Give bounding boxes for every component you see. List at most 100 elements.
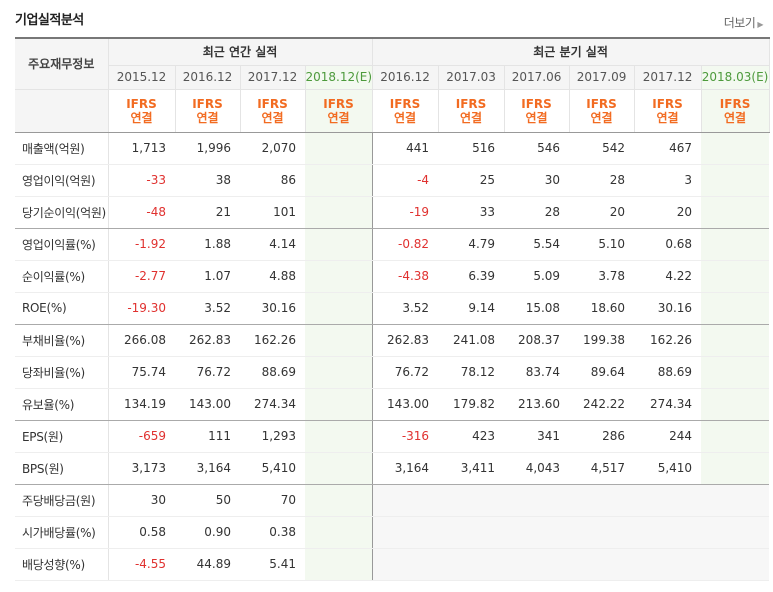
quarterly-value-cell: 423 (438, 420, 505, 453)
financial-summary-table: 주요재무정보 최근 연간 실적 최근 분기 실적 2015.12 2016.12 2… (15, 37, 770, 581)
row-label: 배당성향(%) (15, 548, 109, 581)
quarterly-period-header: 2016.12 (371, 65, 439, 90)
annual-value-cell: 21 (175, 196, 240, 229)
annual-value-cell (305, 164, 373, 197)
quarterly-value-cell: 83.74 (504, 356, 570, 389)
quarterly-value-cell (438, 548, 505, 581)
basis-consolidated-label: 연결 (590, 110, 613, 125)
annual-value-cell: 3,164 (175, 452, 240, 485)
annual-value-cell (305, 132, 373, 165)
more-link[interactable]: 더보기 ▶ (724, 14, 764, 31)
quarterly-period-header: 2017.06 (504, 65, 570, 90)
basis-header: IFRS 연결 (634, 89, 702, 133)
quarterly-value-cell (701, 548, 770, 581)
quarterly-value-cell: -0.82 (371, 228, 439, 261)
quarterly-group-header: 최근 분기 실적 (371, 38, 770, 66)
basis-header: IFRS 연결 (305, 89, 373, 133)
quarterly-value-cell: 25 (438, 164, 505, 197)
annual-value-cell: 5.41 (240, 548, 305, 581)
quarterly-value-cell (701, 196, 770, 229)
row-label: BPS(원) (15, 452, 109, 485)
annual-value-cell: 0.90 (175, 516, 240, 549)
annual-value-cell: 4.88 (240, 260, 305, 293)
quarterly-value-cell (371, 516, 439, 549)
quarterly-value-cell (569, 548, 635, 581)
table-row: 부채비율(%) 266.08 262.83 162.26 262.83 241.08 208… (15, 324, 770, 357)
row-label: 유보율(%) (15, 388, 109, 421)
quarterly-value-cell (701, 324, 770, 357)
annual-value-cell: 1,713 (108, 132, 175, 165)
quarterly-value-cell: 244 (634, 420, 702, 453)
table-row: EPS(원) -659 111 1,293 -316 423 341 286 244 (15, 420, 770, 453)
basis-header: IFRS 연결 (108, 89, 176, 133)
quarterly-value-cell (569, 484, 635, 517)
annual-value-cell: 70 (240, 484, 305, 517)
quarterly-value-cell: 9.14 (438, 292, 505, 325)
quarterly-value-cell: 274.34 (634, 388, 702, 421)
annual-group-header: 최근 연간 실적 (108, 38, 373, 66)
annual-value-cell: 44.89 (175, 548, 240, 581)
annual-period-header: 2017.12 (240, 65, 306, 90)
annual-value-cell: 75.74 (108, 356, 175, 389)
basis-consolidated-label: 연결 (525, 110, 548, 125)
quarterly-period-header: 2018.03(E) (701, 65, 770, 90)
annual-value-cell: 76.72 (175, 356, 240, 389)
quarterly-value-cell: -4 (371, 164, 439, 197)
basis-consolidated-label: 연결 (196, 110, 219, 125)
annual-value-cell (305, 516, 373, 549)
basis-ifrs-label: IFRS (257, 96, 288, 111)
row-label: 주당배당금(원) (15, 484, 109, 517)
table-row: 당기순이익(억원) -48 21 101 -19 33 28 20 20 (15, 196, 770, 229)
quarterly-value-cell: 262.83 (371, 324, 439, 357)
quarterly-value-cell: 4.79 (438, 228, 505, 261)
quarterly-value-cell: 542 (569, 132, 635, 165)
quarterly-value-cell: 3 (634, 164, 702, 197)
table-row: 주당배당금(원) 30 50 70 (15, 484, 770, 517)
quarterly-value-cell: 213.60 (504, 388, 570, 421)
annual-value-cell: 134.19 (108, 388, 175, 421)
annual-value-cell: -2.77 (108, 260, 175, 293)
annual-value-cell: 2,070 (240, 132, 305, 165)
quarterly-value-cell: 441 (371, 132, 439, 165)
basis-ifrs-label: IFRS (521, 96, 552, 111)
basis-ifrs-label: IFRS (652, 96, 683, 111)
quarterly-value-cell: 78.12 (438, 356, 505, 389)
basis-header: IFRS 연결 (701, 89, 770, 133)
annual-value-cell: 0.58 (108, 516, 175, 549)
basis-consolidated-label: 연결 (394, 110, 417, 125)
quarterly-value-cell (371, 484, 439, 517)
quarterly-value-cell: 467 (634, 132, 702, 165)
quarterly-value-cell (438, 516, 505, 549)
annual-value-cell: 5,410 (240, 452, 305, 485)
quarterly-value-cell: 516 (438, 132, 505, 165)
quarterly-value-cell: 241.08 (438, 324, 505, 357)
row-label: 부채비율(%) (15, 324, 109, 357)
annual-value-cell (305, 420, 373, 453)
basis-corner (15, 89, 109, 133)
quarterly-value-cell (701, 484, 770, 517)
basis-ifrs-label: IFRS (323, 96, 354, 111)
basis-consolidated-label: 연결 (327, 110, 350, 125)
basis-header: IFRS 연결 (240, 89, 306, 133)
annual-value-cell: 3,173 (108, 452, 175, 485)
quarterly-value-cell: -19 (371, 196, 439, 229)
annual-value-cell: 274.34 (240, 388, 305, 421)
quarterly-value-cell: 30.16 (634, 292, 702, 325)
quarterly-value-cell (701, 420, 770, 453)
quarterly-period-header: 2017.03 (438, 65, 505, 90)
row-label: 영업이익률(%) (15, 228, 109, 261)
annual-value-cell: 30 (108, 484, 175, 517)
quarterly-value-cell (634, 484, 702, 517)
quarterly-value-cell: 286 (569, 420, 635, 453)
annual-value-cell (305, 260, 373, 293)
basis-ifrs-label: IFRS (192, 96, 223, 111)
row-label: 영업이익(억원) (15, 164, 109, 197)
quarterly-value-cell: 3.52 (371, 292, 439, 325)
annual-value-cell: 1.07 (175, 260, 240, 293)
row-label: 매출액(억원) (15, 132, 109, 165)
basis-ifrs-label: IFRS (126, 96, 157, 111)
annual-value-cell: 50 (175, 484, 240, 517)
quarterly-value-cell: 28 (569, 164, 635, 197)
quarterly-value-cell: 0.68 (634, 228, 702, 261)
annual-value-cell: 1,293 (240, 420, 305, 453)
